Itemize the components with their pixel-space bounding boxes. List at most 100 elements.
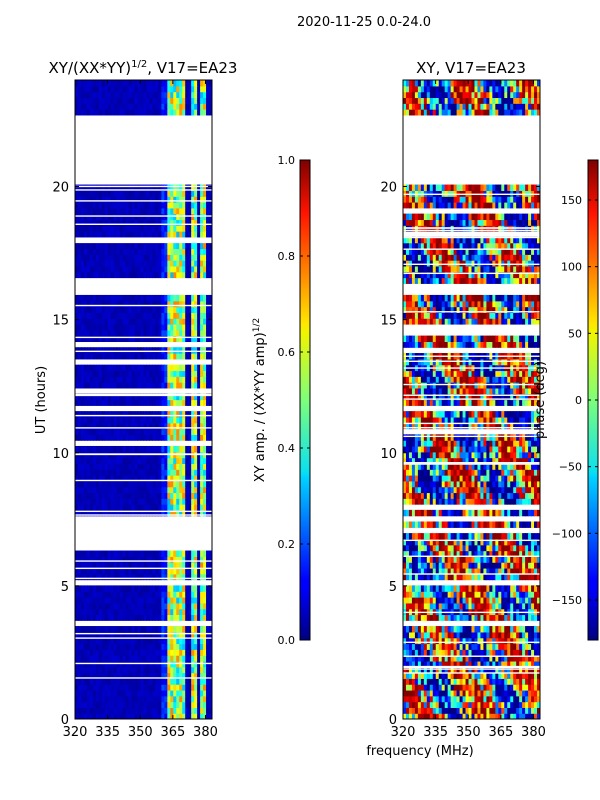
left-heatmap-cell (137, 597, 142, 604)
left-heatmap-cell (185, 242, 189, 250)
left-heatmap-cell (80, 260, 85, 267)
right-heatmap-cell (444, 643, 449, 650)
left-heatmap-cell (95, 364, 100, 372)
left-heatmap-cell (122, 370, 127, 377)
left-heatmap-cell (101, 306, 106, 313)
left-heatmap-cell (83, 504, 88, 511)
left-heatmap-cell (80, 184, 85, 191)
left-heatmap-cell (206, 254, 210, 261)
left-heatmap-cell (116, 213, 121, 221)
left-heatmap-cell (152, 213, 157, 221)
left-heatmap-cell (75, 219, 79, 226)
left-heatmap-cell (206, 463, 210, 470)
right-heatmap-cell (444, 602, 449, 610)
left-heatmap-cell (143, 504, 148, 511)
left-heatmap-cell (161, 353, 165, 360)
left-heatmap-cell (140, 701, 145, 708)
right-heatmap-cell (426, 556, 431, 563)
left-heatmap-cell (140, 347, 145, 354)
left-heatmap-cell (107, 422, 112, 430)
left-heatmap-cell (143, 196, 148, 203)
left-heatmap-cell (83, 196, 88, 203)
right-heatmap-cell (501, 655, 505, 662)
left-heatmap-cell (83, 265, 88, 273)
right-heatmap-cell (498, 614, 502, 621)
left-heatmap-cell (152, 370, 157, 377)
left-heatmap-cell (194, 597, 198, 604)
left-heatmap-cell (98, 684, 103, 691)
right-heatmap-cell (531, 701, 535, 708)
left-heatmap-cell (182, 684, 186, 691)
right-heatmap-cell (474, 567, 479, 575)
left-heatmap-cell (191, 504, 195, 511)
left-heatmap-cell (164, 666, 168, 674)
left-heatmap-cell (194, 480, 198, 488)
left-heatmap-cell (197, 231, 201, 238)
left-heatmap-cell (80, 585, 85, 592)
left-heatmap-cell (188, 614, 192, 621)
left-heatmap-cell (110, 463, 115, 470)
left-heatmap-cell (92, 248, 97, 255)
left-heatmap-cell (89, 225, 94, 232)
left-heatmap-cell (179, 312, 183, 319)
left-heatmap-cell (128, 318, 133, 325)
left-heatmap-cell (83, 364, 88, 372)
left-heatmap-cell (116, 80, 121, 87)
right-heatmap-cell (531, 684, 535, 691)
right-heatmap-cell (417, 689, 422, 697)
left-heatmap-cell (173, 422, 177, 430)
left-heatmap-cell (92, 184, 97, 191)
left-heatmap-cell (125, 498, 130, 505)
left-heatmap-cell (77, 655, 82, 662)
left-heatmap-cell (191, 457, 195, 464)
right-heatmap-cell (480, 684, 485, 691)
left-heatmap-cell (83, 213, 88, 221)
right-heatmap-cell (468, 684, 473, 691)
left-heatmap-cell (155, 329, 159, 337)
right-heatmap-cell (534, 660, 538, 668)
right-heatmap-cell (405, 655, 410, 662)
left-heatmap-cell (83, 509, 88, 517)
left-heatmap-cell (77, 97, 82, 104)
left-heatmap-cell (75, 498, 79, 505)
right-heatmap-cell (504, 591, 508, 598)
left-heatmap-cell (104, 109, 109, 116)
left-heatmap-cell (83, 567, 88, 575)
right-heatmap-cell (444, 573, 449, 581)
left-heatmap-cell (176, 689, 180, 697)
left-heatmap-cell (110, 707, 115, 714)
left-heatmap-cell (200, 504, 204, 511)
left-heatmap-cell (152, 689, 157, 697)
left-heatmap-cell (161, 370, 165, 377)
left-heatmap-cell (113, 666, 118, 674)
left-heatmap-cell (209, 318, 212, 325)
left-heatmap-cell (206, 678, 210, 685)
left-heatmap-cell (182, 225, 186, 232)
left-heatmap-cell (179, 80, 183, 87)
left-heatmap-cell (128, 689, 133, 697)
left-heatmap-cell (170, 567, 174, 575)
right-heatmap-cell (483, 678, 487, 685)
right-heatmap-cell (468, 626, 473, 633)
left-heatmap-cell (128, 213, 133, 221)
left-heatmap-cell (188, 242, 192, 250)
left-heatmap-cell (95, 271, 100, 279)
left-heatmap-cell (80, 666, 85, 674)
left-heatmap-cell (122, 672, 127, 679)
left-heatmap-cell (101, 597, 106, 604)
right-heatmap-cell (453, 695, 458, 703)
left-heatmap-cell (110, 684, 115, 691)
left-heatmap-cell (200, 655, 204, 662)
left-heatmap-cell (182, 213, 186, 221)
left-heatmap-cell (197, 254, 201, 261)
right-heatmap-cell (528, 585, 532, 592)
left-heatmap-cell (197, 585, 201, 592)
left-heatmap-cell (95, 213, 100, 221)
right-heatmap-cell (408, 655, 413, 662)
left-heatmap-cell (104, 201, 109, 209)
left-heatmap-cell (101, 294, 106, 302)
left-heatmap-cell (116, 597, 121, 604)
right-heatmap-cell (519, 567, 523, 575)
left-heatmap-cell (119, 201, 124, 209)
left-heatmap-cell (122, 306, 127, 313)
